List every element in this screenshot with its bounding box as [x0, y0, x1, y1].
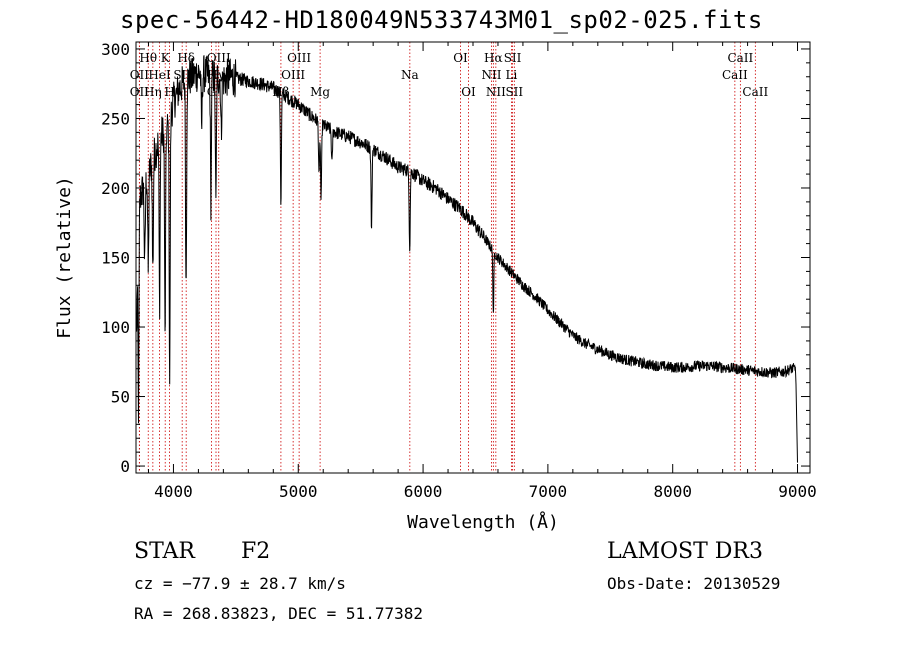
spectral-line-label: CaII — [742, 85, 768, 99]
spectral-line-label: OI — [453, 51, 468, 65]
y-tick-label: 200 — [101, 179, 130, 198]
x-tick-label: 7000 — [529, 482, 568, 501]
spectral-line-label: OII — [130, 85, 150, 99]
x-tick-label: 4000 — [154, 482, 193, 501]
object-class: STAR — [134, 539, 195, 564]
spectral-line-label: Li — [506, 68, 518, 82]
x-tick-label: 8000 — [653, 482, 692, 501]
x-tick-label: 5000 — [279, 482, 318, 501]
spectral-line-label: Mg — [310, 85, 330, 99]
y-axis-label: Flux (relative) — [54, 176, 75, 339]
spectral-line-label: SII — [505, 85, 523, 99]
spectral-line-label: HeI — [148, 68, 171, 82]
spectrum-line — [136, 55, 798, 463]
spectral-line-label: OI — [461, 85, 476, 99]
spectral-line-label: Hδ — [177, 51, 195, 65]
object-subclass: F2 — [241, 539, 271, 564]
spectral-line-label: OII — [130, 68, 150, 82]
y-tick-label: 50 — [111, 388, 130, 407]
y-tick-label: 150 — [101, 249, 130, 268]
chart-title: spec-56442-HD180049N533743M01_sp02-025.f… — [120, 6, 763, 34]
redshift-text: cz = −77.9 ± 28.7 km/s — [134, 574, 346, 593]
spectral-line-label: Hθ — [139, 51, 157, 65]
spectral-line-label: Hβ — [272, 85, 289, 99]
spectral-line-label: NII — [486, 85, 506, 99]
spectral-line-label: CaII — [727, 51, 753, 65]
spectral-line-label: Hη — [144, 85, 162, 99]
spectral-line-label: Hα — [484, 51, 503, 65]
survey-name: LAMOST DR3 — [607, 539, 763, 564]
y-tick-label: 300 — [101, 40, 130, 59]
axis-ticks: 4000 5000 6000 7000 8000 9000 0 50 100 150 200 250 3… — [101, 40, 817, 501]
spectral-line-label: G — [207, 85, 217, 99]
spectral-line-label: NII — [481, 68, 501, 82]
spectral-line-label: H — [164, 85, 174, 99]
spectral-line-label: OIII — [281, 68, 305, 82]
x-axis-label: Wavelength (Å) — [407, 511, 559, 533]
coordinates-text: RA = 268.83823, DEC = 51.77382 — [134, 604, 423, 623]
y-tick-label: 0 — [120, 457, 130, 476]
plot-frame — [135, 41, 811, 474]
spectral-line-label: SII — [504, 51, 522, 65]
y-tick-label: 100 — [101, 318, 130, 337]
x-tick-label: 6000 — [404, 482, 443, 501]
y-tick-label: 250 — [101, 109, 130, 128]
spectral-line-markers — [138, 42, 756, 473]
spectral-line-labels: OII OII Hθ Hη HeI K H SII Hδ G Hγ OIII Hβ OIII OIII Mg N… — [130, 51, 769, 99]
spectral-line-label: OIII — [287, 51, 311, 65]
x-tick-label: 9000 — [778, 482, 817, 501]
spectral-line-label: Hγ — [207, 68, 225, 82]
spectral-line-label: OIII — [207, 51, 231, 65]
spectral-line-label: Na — [401, 68, 419, 82]
spectral-line-label: K — [161, 51, 171, 65]
observation-date: Obs-Date: 20130529 — [607, 574, 781, 593]
spectral-line-label: SII — [173, 68, 191, 82]
spectral-line-label: CaII — [722, 68, 748, 82]
